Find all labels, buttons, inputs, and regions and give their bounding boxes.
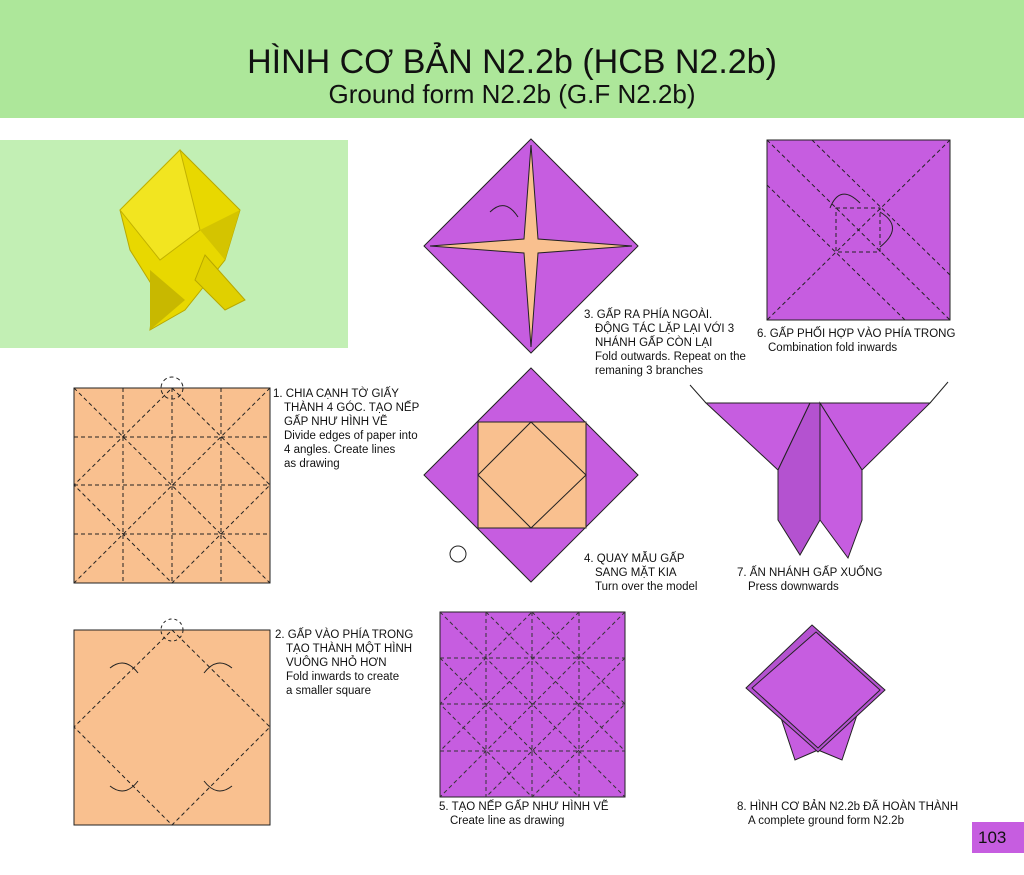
step1-diagram (73, 376, 271, 584)
step3-diagram (423, 138, 639, 354)
step4-diagram (423, 367, 639, 583)
step6-caption: 6. GẤP PHỐI HỢP VÀO PHÍA TRONG Combinati… (757, 327, 955, 355)
step4-vi-line: SANG MẶT KIA (595, 567, 677, 579)
step7-vi-line: 7. ẤN NHÁNH GẤP XUỐNG (737, 567, 883, 579)
step1-caption: 1. CHIA CẠNH TỜ GIẤY THÀNH 4 GÓC. TẠO NẾ… (273, 387, 419, 471)
page-number: 103 (972, 822, 1024, 853)
step3-vi-line: ĐỘNG TÁC LẶP LẠI VỚI 3 (595, 323, 735, 335)
step2-vi-line: VUÔNG NHỎ HƠN (286, 657, 387, 669)
step1-en-line: 4 angles. Create lines (284, 444, 396, 456)
step4-en-line: Turn over the model (595, 581, 698, 593)
page-header: HÌNH CƠ BẢN N2.2b (HCB N2.2b) Ground for… (0, 0, 1024, 118)
step1-vi-line: 1. CHIA CẠNH TỜ GIẤY (273, 388, 399, 400)
step5-vi-line: 5. TẠO NẾP GẤP NHƯ HÌNH VẼ (439, 801, 609, 813)
page-title: HÌNH CƠ BẢN N2.2b (HCB N2.2b) (247, 43, 777, 81)
yellow-model-image (119, 149, 246, 331)
step8-en-line: A complete ground form N2.2b (748, 815, 904, 827)
step4-caption: 4. QUAY MẪU GẤP SANG MẶT KIA Turn over t… (584, 552, 697, 594)
step1-en-line: as drawing (284, 458, 340, 470)
step6-vi-line: 6. GẤP PHỐI HỢP VÀO PHÍA TRONG (757, 328, 956, 340)
step6-en-line: Combination fold inwards (768, 342, 898, 354)
step3-vi-line: 3. GẤP RA PHÍA NGOÀI. (584, 309, 713, 321)
step5-diagram (439, 611, 626, 798)
step5-caption: 5. TẠO NẾP GẤP NHƯ HÌNH VẼ Create line a… (439, 800, 609, 828)
step7-caption: 7. ẤN NHÁNH GẤP XUỐNG Press downwards (737, 566, 883, 594)
step2-caption: 2. GẤP VÀO PHÍA TRONG TẠO THÀNH MỘT HÌNH… (275, 628, 413, 698)
step2-en-line: a smaller square (286, 685, 372, 697)
step5-en-line: Create line as drawing (450, 815, 565, 827)
step3-vi-line: NHÁNH GẤP CÒN LẠI (595, 337, 713, 349)
model-photo (0, 140, 348, 348)
step3-en-line: remaning 3 branches (595, 365, 704, 377)
step8-vi-line: 8. HÌNH CƠ BẢN N2.2b ĐÃ HOÀN THÀNH (737, 801, 959, 813)
step1-en-line: Divide edges of paper into (284, 430, 418, 442)
step2-vi-line: TẠO THÀNH MỘT HÌNH (286, 643, 413, 655)
step4-vi-line: 4. QUAY MẪU GẤP (584, 553, 685, 565)
step2-en-line: Fold inwards to create (286, 671, 400, 683)
step2-vi-line: 2. GẤP VÀO PHÍA TRONG (275, 629, 414, 641)
step7-en-line: Press downwards (748, 581, 839, 593)
step1-vi-line: GẤP NHƯ HÌNH VẼ (284, 416, 388, 428)
step3-en-line: Fold outwards. Repeat on the (595, 351, 746, 363)
step6-diagram (766, 139, 951, 321)
page-subtitle: Ground form N2.2b (G.F N2.2b) (328, 79, 696, 109)
step1-vi-line: THÀNH 4 GÓC. TẠO NẾP (284, 402, 420, 414)
step8-caption: 8. HÌNH CƠ BẢN N2.2b ĐÃ HOÀN THÀNH A com… (737, 800, 958, 828)
step3-caption: 3. GẤP RA PHÍA NGOÀI. ĐỘNG TÁC LẶP LẠI V… (584, 308, 746, 378)
step2-diagram (73, 618, 271, 826)
step8-diagram (745, 624, 886, 761)
step7-diagram (689, 381, 949, 560)
